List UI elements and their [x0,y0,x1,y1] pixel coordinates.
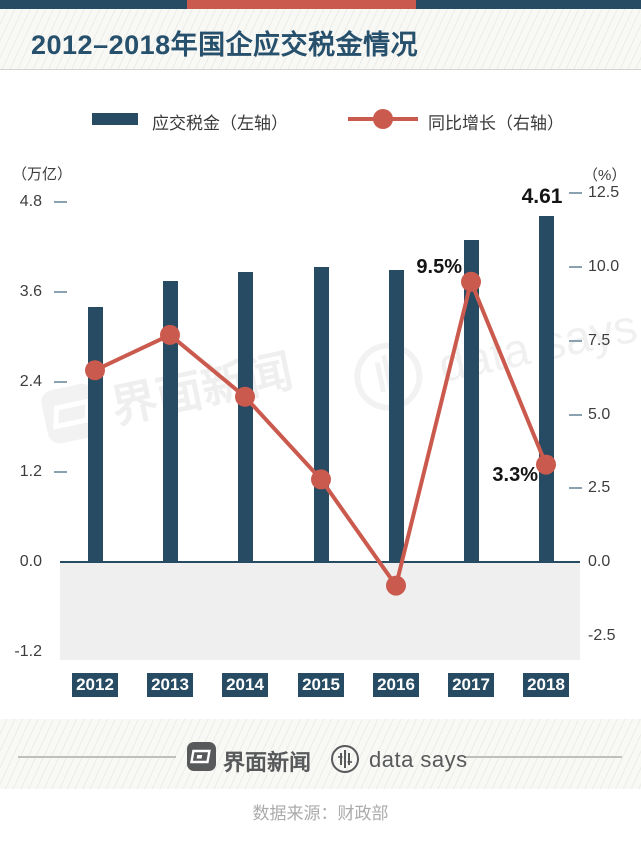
left-axis-tickmark-4.8 [54,201,67,203]
year-label-2017: 2017 [448,673,494,697]
point-label-tax-2018: 4.61 [521,185,563,208]
left-axis-tickmark-1.2 [54,471,67,473]
top-accent-bar [0,0,641,9]
datasays-logo-icon [330,744,360,774]
legend-label-growth: 同比增长（右轴） [428,114,564,133]
footer-divider-left [18,756,176,758]
footer-brand-jiemian: 界面新闻 [223,750,312,775]
right-axis-tickmark-7.5 [569,339,582,342]
footer-band [0,719,641,789]
right-axis-tick-10.0: 10.0 [588,258,620,275]
left-axis-tick-3.6: 3.6 [19,283,42,300]
point-label-growth-2018: 3.3% [492,464,538,486]
right-axis-tick--2.5: -2.5 [588,626,616,644]
right-axis-tick-2.5: 2.5 [588,479,611,497]
bar-2017 [464,239,479,562]
bar-2015 [314,267,329,562]
right-axis-tick-5.0: 5.0 [588,405,611,423]
year-label-2014: 2014 [222,673,268,697]
year-label-2012: 2012 [72,673,118,697]
right-axis-unit: （%） [583,167,627,184]
left-axis-tickmark-3.6 [54,291,67,293]
right-axis-tickmark-2.5 [569,487,582,490]
right-axis-tick-12.5: 12.5 [588,184,620,202]
year-label-2015: 2015 [298,673,344,697]
year-label-2018: 2018 [523,673,569,697]
bar-2018 [539,216,554,562]
bar-2013 [163,280,178,562]
top-accent-bar-red-segment [187,0,416,9]
right-axis-tick-7.5: 7.5 [588,331,611,349]
year-label-2013: 2013 [147,673,193,697]
header: 2012–2018年国企应交税金情况 [0,9,641,70]
right-axis-tickmark-5.0 [569,413,582,416]
left-axis-tick-4.8: 4.8 [19,193,42,210]
point-label-growth-2017: 9.5% [416,256,462,278]
left-axis-tick-2.4: 2.4 [19,373,42,390]
left-axis-tick--1.2: -1.2 [14,643,42,660]
right-axis-tickmark-10.0 [569,266,582,268]
legend-label-tax: 应交税金（左轴） [152,114,288,133]
left-axis-unit: （万亿） [12,166,73,183]
bar-2012 [88,307,103,562]
right-axis-tick-0.0: 0.0 [588,553,611,570]
page-title: 2012–2018年国企应交税金情况 [31,30,419,60]
year-label-2016: 2016 [373,673,419,697]
jiemian-logo-icon [187,742,216,771]
footer-brand-datasays: data says [369,747,468,772]
left-axis-tick-1.2: 1.2 [19,463,42,480]
legend-bar-swatch [92,113,138,125]
left-axis-tickmark-2.4 [54,381,67,383]
watermark-jiemian-text: 界面新闻 [106,344,298,434]
left-axis-tick-0.0: 0.0 [19,553,42,570]
negative-area-band [60,563,580,660]
bar-2016 [389,270,404,562]
footer-divider-right [464,756,622,758]
data-source-note: 数据来源：财政部 [252,804,389,823]
bar-2014 [238,271,253,562]
legend-line-dot [373,109,393,129]
right-axis-tickmark-12.5 [569,192,582,195]
